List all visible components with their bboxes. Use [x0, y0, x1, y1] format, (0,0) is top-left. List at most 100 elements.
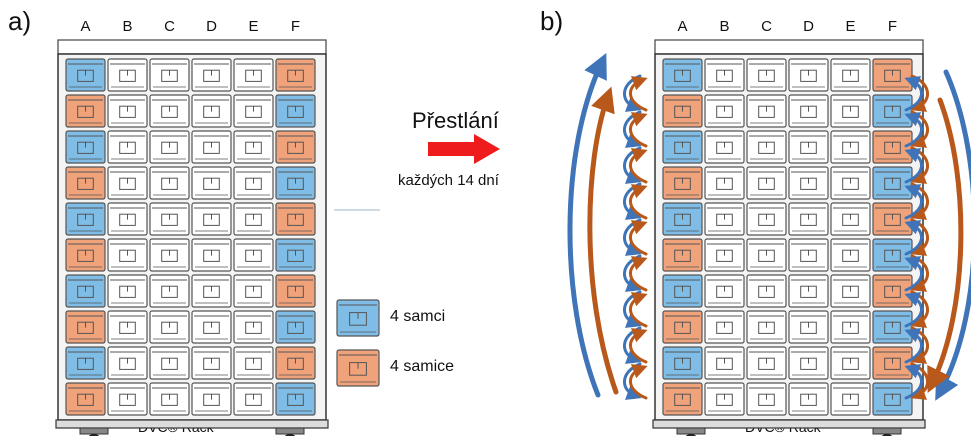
b-cage — [872, 202, 913, 236]
b-cage — [788, 274, 829, 308]
legend-male-swatch — [336, 299, 380, 337]
a-cage — [149, 94, 190, 128]
a-cage — [233, 58, 274, 92]
b-cage — [704, 166, 745, 200]
a-cage — [191, 130, 232, 164]
a-cage — [107, 202, 148, 236]
swap-arrow-blue-right — [904, 184, 923, 220]
a-cage — [65, 94, 106, 128]
a-cage — [275, 94, 316, 128]
column-label-c: C — [164, 18, 175, 35]
a-cage — [191, 58, 232, 92]
a-cage — [107, 346, 148, 380]
b-cage — [746, 58, 787, 92]
b-cage — [788, 166, 829, 200]
a-cage — [233, 274, 274, 308]
b-cage — [746, 310, 787, 344]
a-cage — [191, 94, 232, 128]
swap-arrow-blue-right — [904, 328, 923, 364]
b-cage — [788, 382, 829, 416]
a-cage — [107, 310, 148, 344]
swap-arrow-orange-left — [629, 112, 648, 148]
column-label-e: E — [248, 18, 259, 35]
a-cage — [191, 274, 232, 308]
column-label-a: A — [677, 18, 688, 35]
b-cage — [662, 382, 703, 416]
a-rack-top — [57, 39, 327, 55]
b-cage — [830, 202, 871, 236]
a-cage — [233, 94, 274, 128]
b-cage — [830, 346, 871, 380]
a-cage — [149, 274, 190, 308]
a-cage — [149, 346, 190, 380]
b-cage — [704, 346, 745, 380]
a-cage — [275, 382, 316, 416]
b-cage — [662, 310, 703, 344]
b-cage — [746, 382, 787, 416]
swap-arrow-orange-left — [629, 364, 648, 400]
b-cage — [704, 238, 745, 272]
b-cage — [788, 130, 829, 164]
legend-female-swatch — [336, 349, 380, 387]
swap-arrow-orange-left — [629, 184, 648, 220]
b-cage — [788, 202, 829, 236]
b-cage — [788, 238, 829, 272]
swap-arrow-blue-right — [904, 220, 923, 256]
b-cage — [830, 238, 871, 272]
swap-arrow-orange-left — [629, 76, 648, 112]
red-arrow-head — [474, 134, 500, 164]
b-cage — [662, 94, 703, 128]
a-cage — [149, 238, 190, 272]
b-cage — [704, 58, 745, 92]
b-cage — [662, 238, 703, 272]
a-cage — [191, 166, 232, 200]
b-cage — [830, 94, 871, 128]
outer-arrow-orange-right — [927, 97, 964, 393]
b-cage — [746, 274, 787, 308]
column-label-b: B — [719, 18, 730, 35]
b-cage — [788, 310, 829, 344]
a-cage — [149, 310, 190, 344]
a-cage — [107, 238, 148, 272]
b-cage — [704, 130, 745, 164]
swap-arrow-orange-left — [629, 292, 648, 328]
b-cage — [662, 166, 703, 200]
a-cage — [275, 130, 316, 164]
a-cage — [233, 130, 274, 164]
a-cage — [275, 58, 316, 92]
b-cage — [746, 202, 787, 236]
b-cage — [662, 58, 703, 92]
b-cage — [662, 130, 703, 164]
swap-arrow-blue-right — [904, 364, 923, 400]
panel-a-label: a) — [8, 6, 32, 36]
b-cage — [830, 382, 871, 416]
a-wheel-mount — [275, 427, 305, 435]
a-cage — [107, 94, 148, 128]
swap-arrow-blue-right — [904, 292, 923, 328]
a-cage — [275, 274, 316, 308]
b-cage — [830, 58, 871, 92]
a-cage — [233, 382, 274, 416]
b-cage — [872, 166, 913, 200]
a-cage — [275, 238, 316, 272]
swap-arrow-orange-left — [629, 256, 648, 292]
b-cage — [830, 310, 871, 344]
legend-male-label: 4 samci — [390, 308, 446, 325]
b-cage — [704, 202, 745, 236]
b-rack-top — [654, 39, 924, 55]
a-cage — [149, 382, 190, 416]
b-cage — [662, 346, 703, 380]
swap-arrow-blue-right — [904, 112, 923, 148]
legend-female-label: 4 samice — [390, 358, 455, 375]
a-cage — [65, 58, 106, 92]
b-cage — [830, 130, 871, 164]
a-cage — [149, 130, 190, 164]
b-cage — [872, 238, 913, 272]
column-label-d: D — [803, 18, 814, 35]
a-cage — [191, 238, 232, 272]
a-cage — [233, 202, 274, 236]
b-cage — [704, 382, 745, 416]
a-cage — [149, 58, 190, 92]
b-cage — [746, 94, 787, 128]
